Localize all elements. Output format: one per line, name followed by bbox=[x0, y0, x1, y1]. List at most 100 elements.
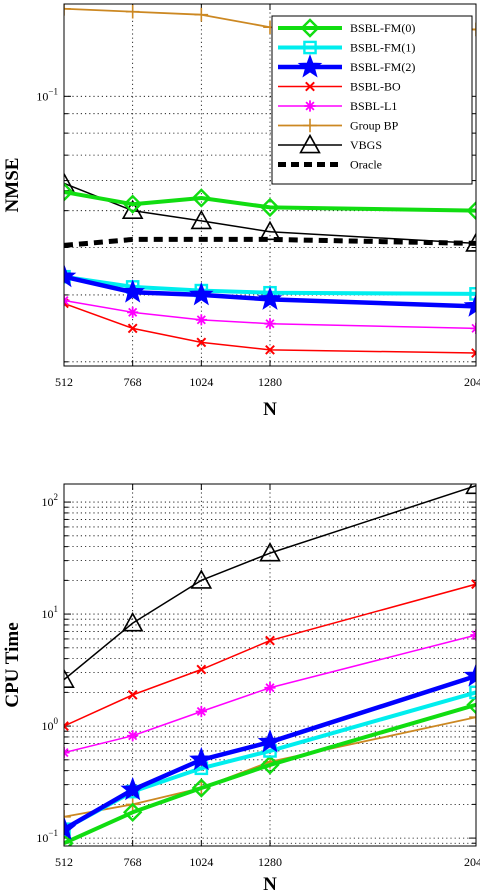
marker-x bbox=[196, 337, 207, 348]
legend-label: Oracle bbox=[350, 158, 382, 172]
series-bsbl-fm-0 bbox=[64, 695, 476, 846]
marker-diamond bbox=[64, 833, 74, 846]
legend-label: BSBL-FM(0) bbox=[350, 21, 415, 35]
marker-asterisk bbox=[195, 705, 207, 718]
legend-item: BSBL-FM(2) bbox=[278, 54, 415, 78]
y-tick-label: 10−1 bbox=[36, 86, 58, 103]
series-line bbox=[64, 190, 476, 213]
series-bsbl-l1 bbox=[64, 294, 476, 334]
marker-diamond bbox=[191, 188, 212, 208]
x-tick-label: 768 bbox=[124, 855, 142, 869]
axes-frame bbox=[63, 3, 477, 367]
marker-triangle bbox=[121, 199, 144, 220]
marker-triangle bbox=[190, 569, 213, 589]
legend-item: BSBL-BO bbox=[278, 80, 401, 94]
marker-asterisk bbox=[127, 730, 139, 742]
marker-asterisk bbox=[264, 682, 276, 694]
y-tick-label: 102 bbox=[42, 492, 59, 509]
marker-plus bbox=[303, 118, 317, 133]
y-tick-label: 101 bbox=[42, 604, 59, 621]
chart-panel-1: 51276810241280204810−1NNMSEBSBL-FM(0)BSB… bbox=[2, 3, 480, 420]
marker-diamond bbox=[466, 695, 476, 715]
series-group bbox=[64, 4, 476, 358]
marker-diamond bbox=[191, 778, 212, 798]
marker-diamond bbox=[122, 194, 143, 214]
marker-x bbox=[64, 721, 69, 731]
legend-item: BSBL-FM(0) bbox=[278, 18, 415, 38]
marker-asterisk bbox=[304, 100, 316, 112]
series-vbgs bbox=[64, 484, 476, 688]
legend-item: BSBL-L1 bbox=[278, 99, 397, 113]
marker-x bbox=[127, 689, 138, 700]
marker-diamond bbox=[466, 200, 476, 221]
marker-diamond bbox=[260, 197, 280, 218]
marker-triangle bbox=[64, 172, 75, 192]
marker-x bbox=[196, 664, 207, 675]
marker-triangle bbox=[465, 232, 476, 252]
marker-star bbox=[120, 776, 145, 801]
series-bsbl-l1 bbox=[64, 629, 476, 759]
y-axis-label: CPU Time bbox=[2, 622, 23, 707]
axes-frame bbox=[63, 483, 477, 847]
x-tick-label: 1024 bbox=[189, 375, 213, 389]
legend-item: Oracle bbox=[278, 158, 382, 172]
series-line bbox=[64, 702, 476, 846]
marker-star bbox=[257, 286, 283, 310]
legend-label: BSBL-BO bbox=[350, 80, 401, 94]
series-bsbl-bo bbox=[64, 579, 476, 731]
series-line bbox=[64, 484, 476, 681]
marker-plus bbox=[64, 809, 71, 824]
marker-x bbox=[265, 344, 275, 355]
legend-label: VBGS bbox=[350, 138, 382, 152]
x-tick-label: 1024 bbox=[189, 855, 213, 869]
marker-triangle bbox=[259, 542, 281, 562]
marker-diamond bbox=[260, 755, 280, 775]
marker-triangle bbox=[299, 133, 321, 154]
legend-item: Group BP bbox=[278, 119, 399, 133]
marker-diamond bbox=[300, 18, 320, 38]
x-tick-label: 1280 bbox=[258, 855, 282, 869]
marker-star bbox=[189, 281, 214, 306]
marker-x bbox=[127, 323, 138, 334]
marker-plus bbox=[125, 4, 140, 19]
legend-label: BSBL-FM(2) bbox=[350, 60, 415, 74]
marker-x bbox=[471, 348, 476, 358]
marker-asterisk bbox=[264, 318, 276, 330]
marker-diamond bbox=[122, 802, 143, 822]
x-tick-label: 2048 bbox=[464, 855, 480, 869]
chart-panel-2: 512 768 1024 1280 2048 10−1 100 101 102 N CPU Time bbox=[2, 483, 480, 892]
marker-plus bbox=[194, 7, 209, 22]
x-tick-label: 512 bbox=[55, 375, 73, 389]
y-tick-label: 10−1 bbox=[36, 828, 58, 845]
x-axis-label: N bbox=[263, 874, 277, 892]
series-bsbl-fm-0 bbox=[64, 182, 476, 221]
x-tick-label: 2048 bbox=[464, 375, 480, 389]
legend-label: BSBL-FM(1) bbox=[350, 41, 415, 55]
marker-diamond bbox=[64, 182, 74, 202]
marker-asterisk bbox=[127, 306, 139, 318]
marker-star bbox=[257, 729, 283, 753]
x-tick-label: 768 bbox=[124, 375, 142, 389]
marker-triangle bbox=[121, 612, 144, 632]
series-group bbox=[64, 484, 476, 846]
series-bsbl-fm-2 bbox=[64, 263, 476, 317]
legend-label: BSBL-L1 bbox=[350, 99, 397, 113]
marker-x bbox=[305, 81, 315, 92]
y-axis-label: NMSE bbox=[2, 158, 23, 213]
marker-asterisk bbox=[195, 314, 207, 326]
marker-star bbox=[463, 663, 476, 687]
marker-star bbox=[64, 263, 77, 288]
series-bsbl-fm-2 bbox=[64, 663, 476, 840]
marker-star bbox=[189, 746, 214, 771]
x-tick-label: 512 bbox=[55, 855, 73, 869]
marker-triangle bbox=[64, 668, 75, 688]
series-line bbox=[64, 236, 476, 248]
marker-triangle bbox=[259, 220, 281, 241]
legend-item: VBGS bbox=[278, 133, 382, 154]
x-axis-label: N bbox=[263, 399, 277, 420]
x-tick-label: 1280 bbox=[258, 375, 282, 389]
marker-triangle bbox=[465, 484, 476, 495]
legend: BSBL-FM(0) BSBL-FM(1) BSBL-FM(2) BSBL-BO BSB… bbox=[271, 15, 473, 185]
marker-star bbox=[64, 816, 77, 840]
